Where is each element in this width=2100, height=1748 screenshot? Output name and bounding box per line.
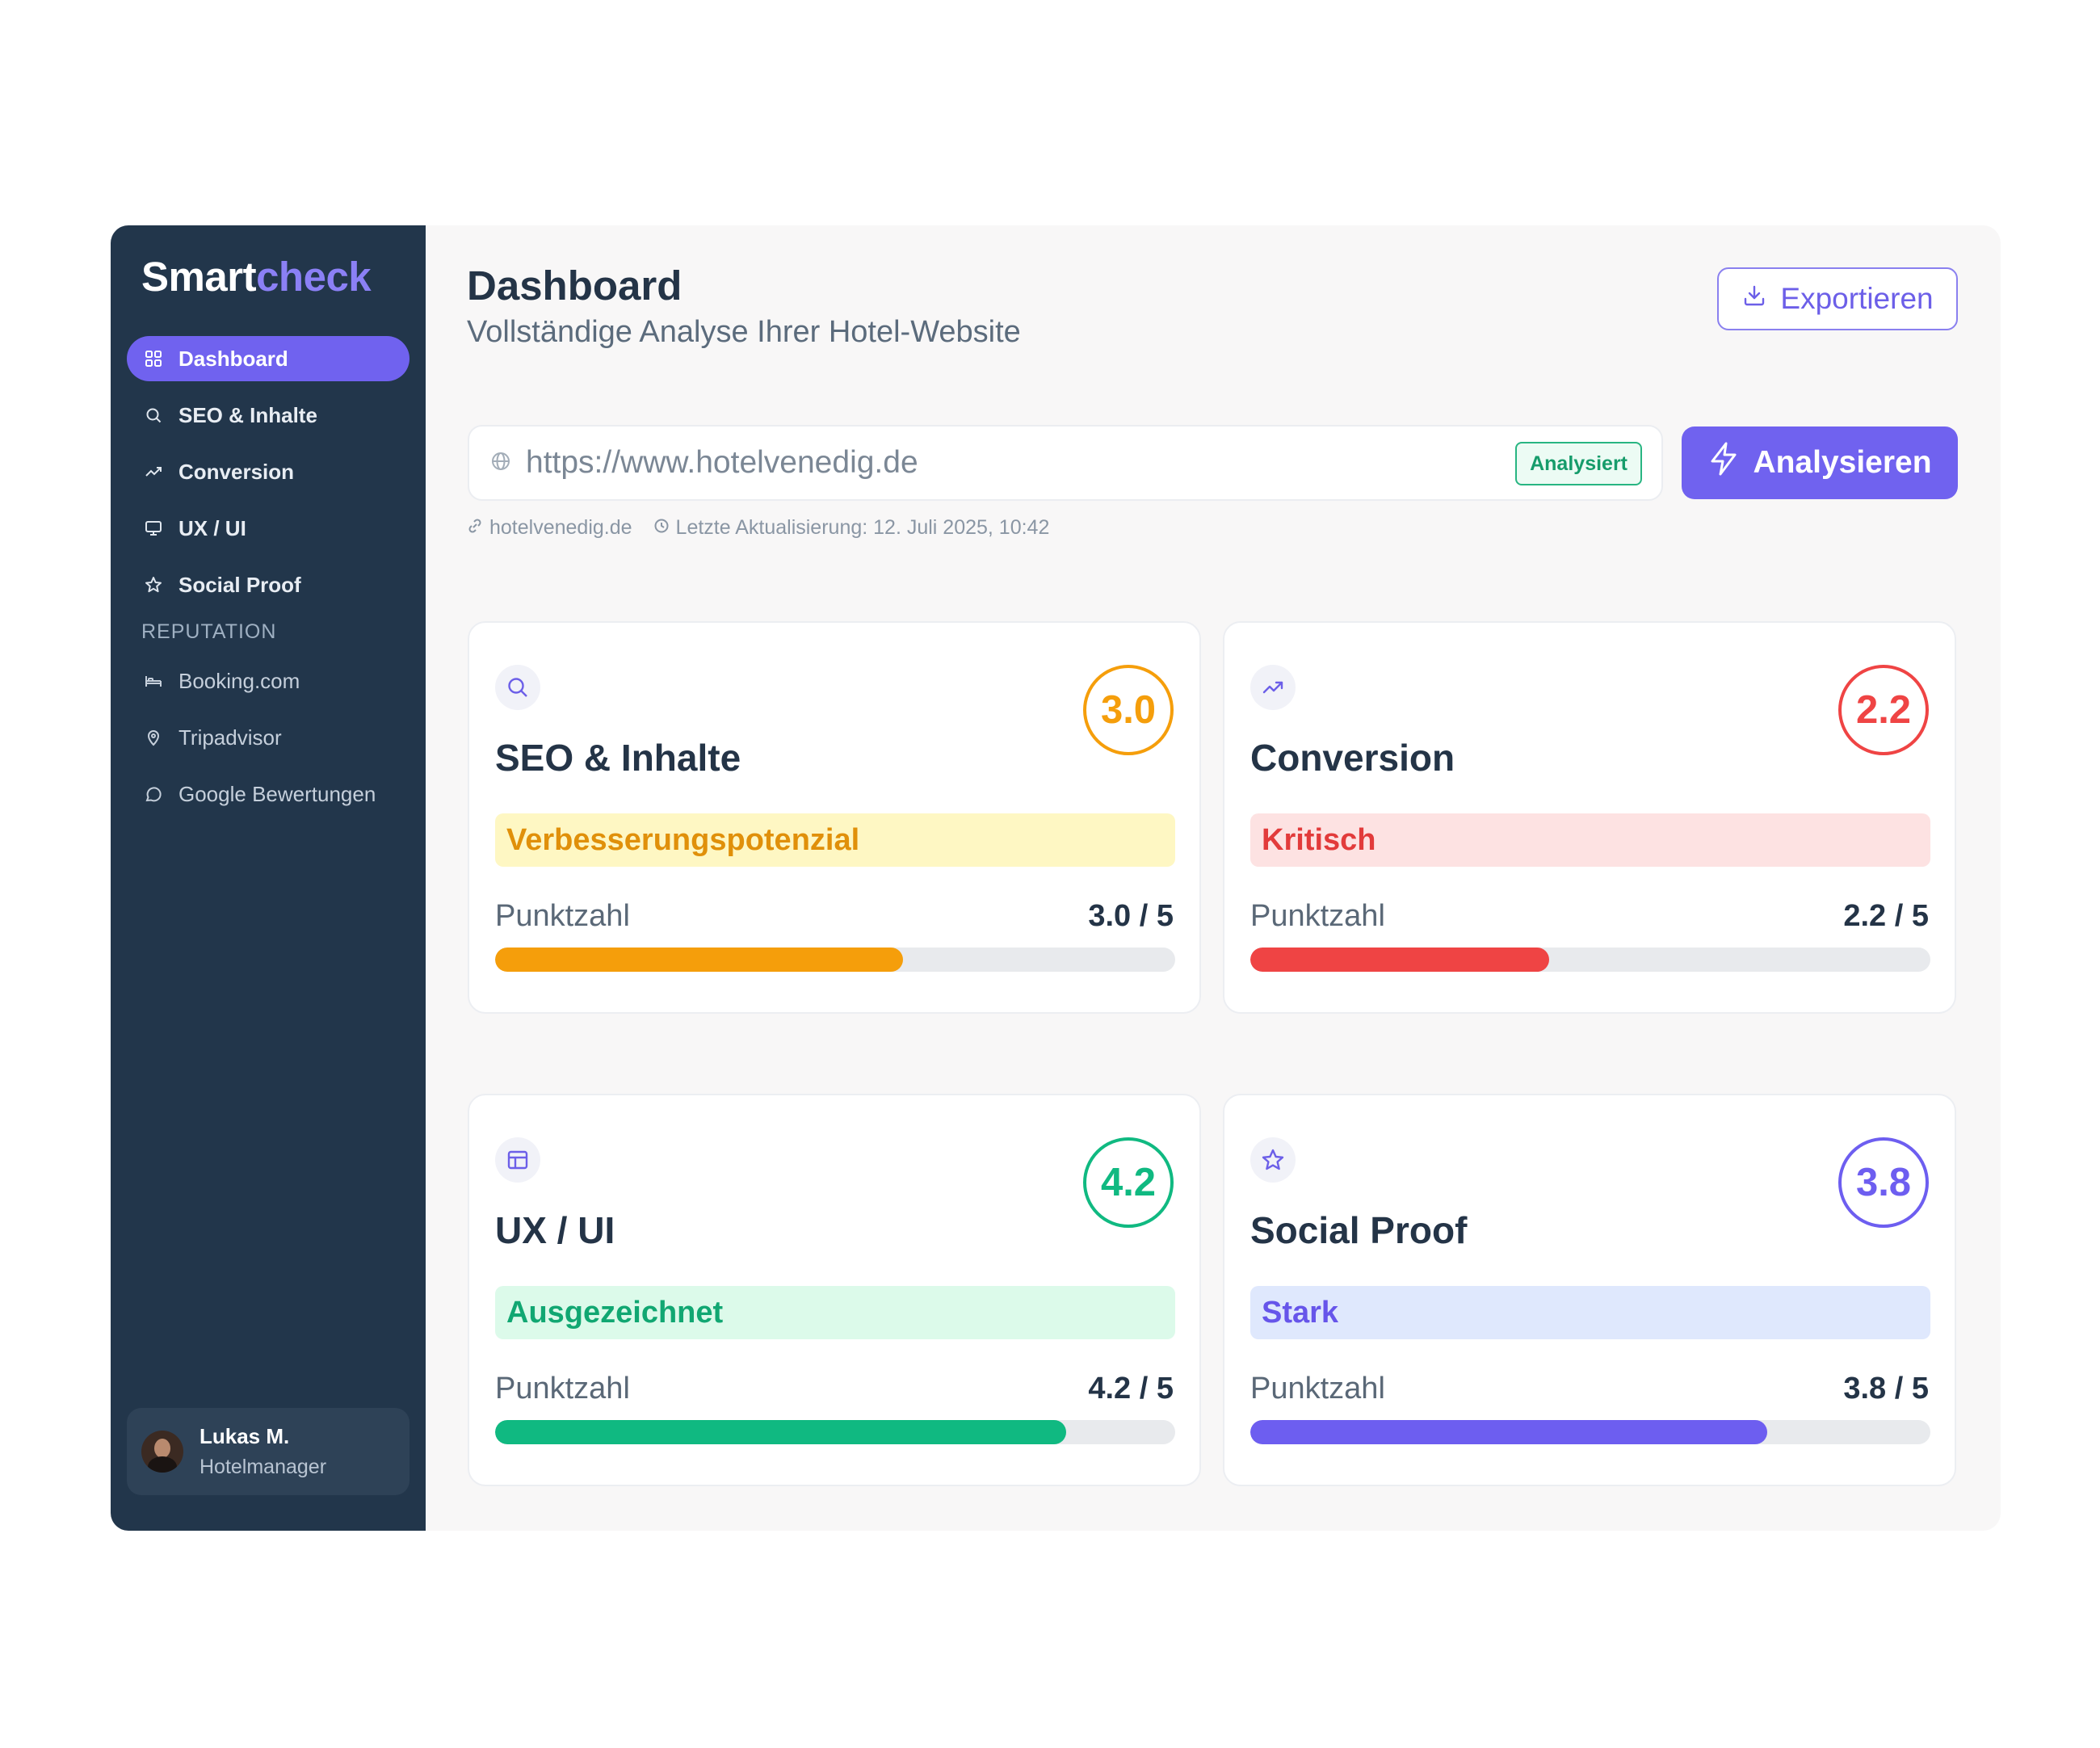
score-ring: 4.2 <box>1083 1137 1174 1228</box>
score-ring: 3.0 <box>1083 665 1174 755</box>
progress-track <box>1250 1420 1930 1444</box>
trending-up-icon <box>143 461 164 482</box>
sidebar-item-label: Booking.com <box>178 668 300 693</box>
score-value: 3.8 / 5 <box>1843 1372 1929 1406</box>
progress-track <box>495 948 1175 972</box>
grid-icon <box>143 348 164 369</box>
monitor-icon <box>143 518 164 539</box>
analyzed-domain[interactable]: hotelvenedig.de <box>489 516 632 539</box>
score-value: 4.2 / 5 <box>1088 1372 1174 1406</box>
card-title: Conversion <box>1250 737 1455 779</box>
trending-up-icon <box>1250 665 1296 710</box>
export-label: Exportieren <box>1780 282 1934 315</box>
brand-part-2: check <box>256 254 372 300</box>
sidebar-item-dashboard[interactable]: Dashboard <box>127 336 410 381</box>
user-name: Lukas M. <box>200 1424 290 1448</box>
export-button[interactable]: Exportieren <box>1717 267 1958 330</box>
rating-tag: Kritisch <box>1250 813 1930 867</box>
message-circle-icon <box>143 784 164 805</box>
brand-part-1: Smart <box>141 254 257 300</box>
score-label: Punktzahl <box>495 1372 630 1406</box>
globe-icon <box>490 451 511 476</box>
score-card-conversion[interactable]: Conversion 2.2 Kritisch Punktzahl 2.2 / … <box>1223 621 1956 1014</box>
page-subtitle: Vollständige Analyse Ihrer Hotel-Website <box>467 315 1021 349</box>
sidebar-item-social-proof[interactable]: Social Proof <box>127 562 410 607</box>
sidebar-item-label: Social Proof <box>178 572 301 597</box>
analyze-label: Analysieren <box>1753 445 1932 480</box>
sidebar-item-label: Dashboard <box>178 346 288 371</box>
url-input[interactable] <box>526 445 1495 481</box>
sidebar-item-label: UX / UI <box>178 515 246 540</box>
card-title: SEO & Inhalte <box>495 737 741 779</box>
score-ring: 3.8 <box>1838 1137 1929 1228</box>
score-value: 3.0 / 5 <box>1088 899 1174 933</box>
score-card-seo[interactable]: SEO & Inhalte 3.0 Verbesserungspotenzial… <box>468 621 1201 1014</box>
lightning-icon <box>1707 441 1740 485</box>
map-pin-icon <box>143 727 164 748</box>
score-card-social-proof[interactable]: Social Proof 3.8 Stark Punktzahl 3.8 / 5 <box>1223 1094 1956 1486</box>
progress-track <box>495 1420 1175 1444</box>
sidebar-item-seo[interactable]: SEO & Inhalte <box>127 393 410 438</box>
user-role: Hotelmanager <box>200 1456 327 1478</box>
progress-fill <box>495 948 904 972</box>
rating-tag: Verbesserungspotenzial <box>495 813 1175 867</box>
progress-fill <box>1250 948 1550 972</box>
progress-fill <box>1250 1420 1767 1444</box>
sidebar-item-booking[interactable]: Booking.com <box>127 658 410 704</box>
score-value: 2.2 / 5 <box>1843 899 1929 933</box>
link-icon <box>467 516 483 540</box>
status-badge: Analysiert <box>1515 442 1642 485</box>
score-ring: 2.2 <box>1838 665 1929 755</box>
clock-icon <box>653 516 670 540</box>
sidebar-item-conversion[interactable]: Conversion <box>127 449 410 494</box>
sidebar: Smartcheck Dashboard SEO & Inhalte Conve… <box>111 225 426 1531</box>
sidebar-item-label: Google Bewertungen <box>178 781 376 806</box>
sidebar-item-label: SEO & Inhalte <box>178 402 317 427</box>
sidebar-item-label: Tripadvisor <box>178 725 282 750</box>
avatar <box>141 1431 183 1473</box>
analyze-button[interactable]: Analysieren <box>1682 426 1958 499</box>
search-icon <box>143 405 164 426</box>
download-icon <box>1741 282 1767 316</box>
sidebar-item-label: Conversion <box>178 459 295 484</box>
brand-logo[interactable]: Smartcheck <box>141 253 372 300</box>
search-icon <box>495 665 540 710</box>
score-label: Punktzahl <box>495 899 630 933</box>
progress-fill <box>495 1420 1067 1444</box>
card-title: UX / UI <box>495 1209 615 1251</box>
app-window: Smartcheck Dashboard SEO & Inhalte Conve… <box>111 225 2001 1531</box>
sidebar-section-reputation: REPUTATION <box>141 620 277 643</box>
star-icon <box>143 574 164 595</box>
sidebar-item-tripadvisor[interactable]: Tripadvisor <box>127 715 410 760</box>
layout-icon <box>495 1137 540 1183</box>
bed-icon <box>143 670 164 691</box>
card-title: Social Proof <box>1250 1209 1468 1251</box>
sidebar-item-google-reviews[interactable]: Google Bewertungen <box>127 771 410 817</box>
user-profile-card[interactable]: Lukas M. Hotelmanager <box>127 1408 410 1495</box>
score-label: Punktzahl <box>1250 899 1385 933</box>
rating-tag: Ausgezeichnet <box>495 1286 1175 1339</box>
analysis-meta: hotelvenedig.de Letzte Aktualisierung: 1… <box>467 516 1070 540</box>
score-card-ux-ui[interactable]: UX / UI 4.2 Ausgezeichnet Punktzahl 4.2 … <box>468 1094 1201 1486</box>
last-update: Letzte Aktualisierung: 12. Juli 2025, 10… <box>675 516 1050 539</box>
progress-track <box>1250 948 1930 972</box>
score-label: Punktzahl <box>1250 1372 1385 1406</box>
page-title: Dashboard <box>467 263 682 309</box>
star-icon <box>1250 1137 1296 1183</box>
sidebar-item-ux-ui[interactable]: UX / UI <box>127 506 410 551</box>
rating-tag: Stark <box>1250 1286 1930 1339</box>
url-field-container: Analysiert <box>468 425 1663 501</box>
